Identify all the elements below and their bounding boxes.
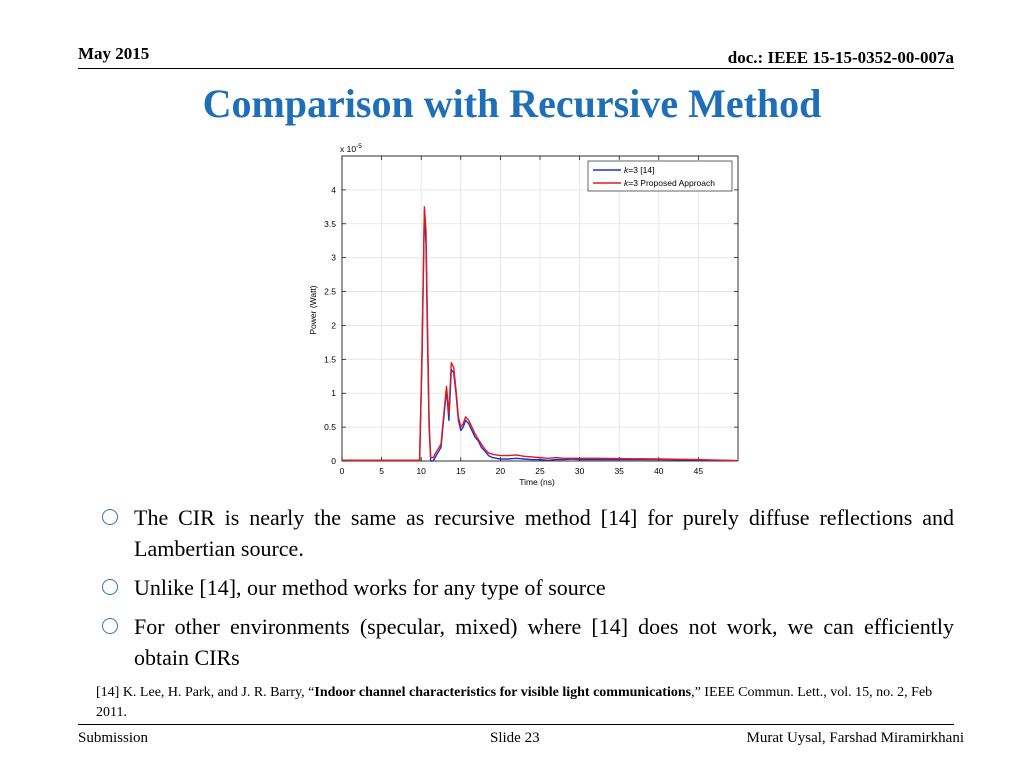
y-multiplier: x 10-5 bbox=[340, 143, 362, 154]
x-axis-label: Time (ns) bbox=[519, 477, 555, 487]
footer-authors: Murat Uysal, Farshad Miramirkhani bbox=[746, 730, 964, 746]
header-doc-id: doc.: IEEE 15-15-0352-00-007a bbox=[727, 48, 954, 67]
x-tick-label: 40 bbox=[654, 466, 664, 476]
header-date: May 2015 bbox=[78, 44, 150, 63]
bullet-text: The CIR is nearly the same as recursive … bbox=[134, 505, 954, 561]
series-line-k3-proposed bbox=[342, 206, 739, 462]
y-tick-label: 0.5 bbox=[324, 422, 336, 432]
circle-bullet-icon bbox=[102, 579, 118, 595]
y-tick-label: 1.5 bbox=[324, 354, 336, 364]
bullet-item: Unlike [14], our method works for any ty… bbox=[98, 572, 954, 603]
footer-submission: Submission bbox=[78, 730, 149, 746]
chart-legend: k=3 [14] k=3 Proposed Approach bbox=[587, 160, 733, 192]
x-tick-label: 25 bbox=[535, 466, 545, 476]
bullet-text: Unlike [14], our method works for any ty… bbox=[134, 575, 606, 600]
y-tick-label: 3 bbox=[331, 253, 336, 263]
circle-bullet-icon bbox=[102, 618, 118, 634]
y-axis-label: Power (Watt) bbox=[308, 285, 318, 334]
chart-series bbox=[342, 206, 739, 462]
header-divider bbox=[78, 68, 954, 69]
bullet-list: The CIR is nearly the same as recursive … bbox=[98, 502, 954, 681]
footer-slide-number: Slide 23 bbox=[490, 730, 540, 746]
bullet-item: The CIR is nearly the same as recursive … bbox=[98, 502, 954, 564]
y-tick-label: 1 bbox=[331, 388, 336, 398]
bullet-text: For other environments (specular, mixed)… bbox=[134, 614, 954, 670]
x-tick-label: 10 bbox=[416, 466, 426, 476]
y-tick-label: 2 bbox=[331, 320, 336, 330]
x-tick-label: 15 bbox=[456, 466, 466, 476]
y-tick-label: 3.5 bbox=[324, 219, 336, 229]
x-tick-label: 45 bbox=[694, 466, 704, 476]
cir-chart: 0 5 10 15 20 25 30 35 40 45 0 0.5 1 1.5 2 2.5 3 3.5 4 x 10… bbox=[308, 143, 739, 487]
chart-grid bbox=[342, 156, 738, 461]
y-tick-label: 0 bbox=[331, 456, 336, 466]
slide-title: Comparison with Recursive Method bbox=[202, 81, 822, 126]
chart-ticks: 0 5 10 15 20 25 30 35 40 45 0 0.5 1 1.5 2 2.5 3 3.5 4 bbox=[324, 156, 738, 476]
y-tick-label: 4 bbox=[331, 185, 336, 195]
legend-label-k3-ref14: k=3 [14] bbox=[624, 165, 654, 175]
x-tick-label: 20 bbox=[496, 466, 506, 476]
reference-title: Indoor channel characteristics for visib… bbox=[314, 685, 692, 700]
x-tick-label: 5 bbox=[379, 466, 384, 476]
bullet-item: For other environments (specular, mixed)… bbox=[98, 611, 954, 673]
circle-bullet-icon bbox=[102, 509, 118, 525]
y-tick-label: 2.5 bbox=[324, 287, 336, 297]
legend-label-k3-proposed: k=3 Proposed Approach bbox=[624, 178, 715, 188]
legend-box bbox=[587, 160, 733, 192]
reference-citation: [14] K. Lee, H. Park, and J. R. Barry, “… bbox=[96, 685, 933, 720]
x-tick-label: 30 bbox=[575, 466, 585, 476]
series-line-k3-ref14 bbox=[342, 209, 739, 462]
x-tick-label: 35 bbox=[614, 466, 624, 476]
x-tick-label: 0 bbox=[340, 466, 345, 476]
footer-divider bbox=[78, 724, 954, 725]
